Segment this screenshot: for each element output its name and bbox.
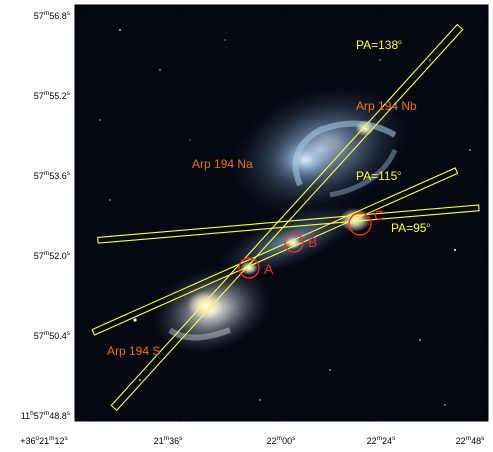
knot-label-a: A: [264, 261, 274, 277]
pa-label-95: PA=95o: [391, 221, 430, 235]
x-tick-label-3: 22m24s: [367, 435, 396, 446]
slit-pa-138: [110, 23, 464, 412]
pa-label-115: PA=115o: [356, 169, 401, 183]
slit-pa-95: [97, 204, 480, 244]
y-tick-label-1: 57m55.2s: [34, 90, 71, 101]
pa-label-138: PA=138o: [356, 38, 402, 52]
galaxy-label-nb: Arp 194 Nb: [356, 99, 417, 113]
x-tick-label-0: +36o21m12s: [20, 435, 68, 446]
x-axis: [79, 5, 483, 421]
y-tick-label-0: 57m56.8s: [34, 10, 71, 21]
y-tick-label-4: 57m50.4s: [34, 330, 71, 341]
galaxy-label-na: Arp 194 Na: [192, 157, 253, 171]
knot-label-b: B: [308, 234, 317, 250]
galaxy-label-s: Arp 194 S: [107, 344, 160, 358]
y-tick-label-3: 57m52.0s: [34, 250, 71, 261]
sky-image: [75, 5, 488, 421]
x-tick-label-1: 21m36s: [154, 435, 183, 446]
knot-label-c: C: [374, 207, 384, 223]
slit-pa-115: [91, 167, 459, 336]
x-tick-label-4: 22m48s: [456, 435, 485, 446]
y-tick-label-5: 11h57m48.8s: [21, 410, 71, 421]
knot-circle-a: [238, 257, 260, 279]
knot-circle-c: [348, 212, 372, 236]
knot-circle-b: [284, 233, 304, 253]
y-axis: [75, 15, 488, 417]
x-tick-label-2: 22m00s: [267, 435, 296, 446]
y-tick-label-2: 57m53.6s: [34, 170, 71, 181]
